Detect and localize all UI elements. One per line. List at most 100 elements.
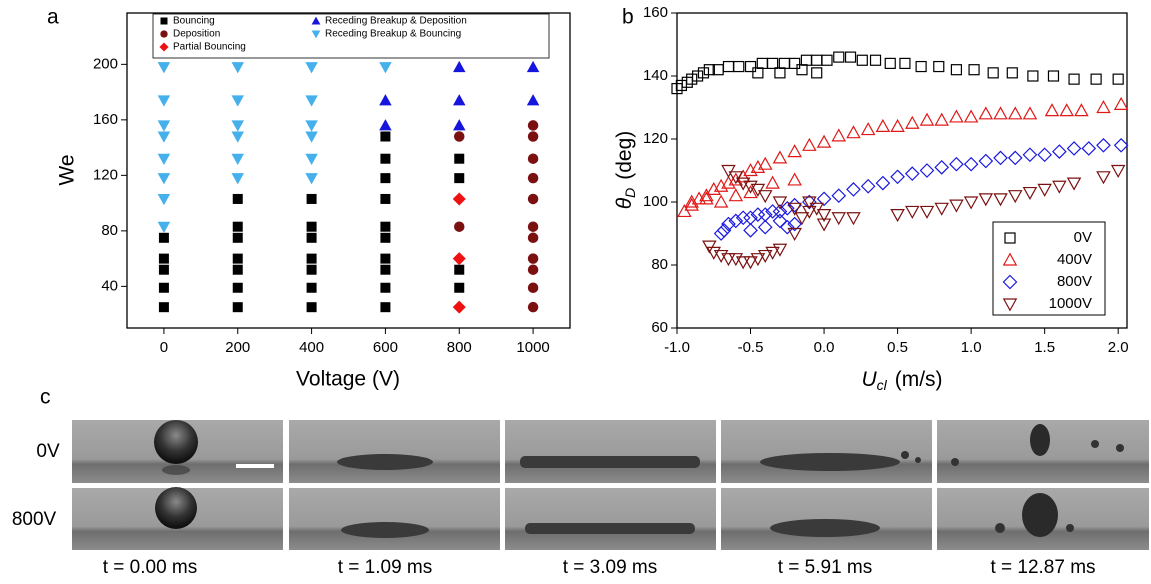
- legend-marker: [311, 16, 321, 25]
- marker: [232, 264, 243, 275]
- marker: [860, 122, 876, 136]
- y-tick-label: 120: [93, 166, 118, 183]
- satellite: [951, 458, 959, 466]
- droplet: [155, 487, 197, 529]
- x-tick-label: 0.5: [887, 339, 908, 356]
- marker: [765, 204, 780, 219]
- marker: [306, 264, 317, 275]
- marker: [1090, 73, 1102, 85]
- marker: [978, 153, 994, 169]
- marker: [728, 188, 744, 202]
- marker: [527, 131, 539, 142]
- marker: [934, 160, 950, 175]
- marker: [772, 150, 788, 164]
- marker: [919, 205, 935, 219]
- marker: [232, 302, 243, 313]
- marker: [232, 221, 243, 232]
- marker: [787, 227, 802, 241]
- axis-symbol: θ: [613, 197, 636, 209]
- marker: [802, 205, 817, 219]
- marker: [919, 112, 935, 126]
- marker: [527, 301, 539, 313]
- marker: [1096, 100, 1111, 114]
- marker: [158, 282, 169, 293]
- marker: [454, 221, 465, 232]
- legend-marker: [1004, 232, 1016, 244]
- y-tick-label: 140: [643, 67, 668, 84]
- marker: [816, 209, 832, 223]
- marker: [816, 134, 832, 148]
- marker: [934, 202, 949, 216]
- legend-marker: [160, 30, 168, 38]
- marker: [722, 60, 735, 73]
- legend-label: 800V: [1057, 273, 1092, 290]
- marker: [905, 205, 920, 219]
- legend-label: Receding Breakup & Bouncing: [325, 29, 461, 40]
- marker: [527, 172, 539, 184]
- marker: [232, 193, 243, 204]
- marker: [860, 178, 876, 194]
- marker: [1022, 106, 1038, 120]
- x-tick-label: 1.5: [1034, 339, 1055, 356]
- legend-marker: [159, 42, 169, 52]
- marker: [766, 57, 779, 70]
- marker: [1066, 177, 1082, 191]
- marker: [772, 204, 788, 219]
- marker: [305, 153, 318, 165]
- legend-label: 1000V: [1049, 295, 1092, 312]
- marker: [527, 232, 539, 244]
- marker: [750, 253, 766, 267]
- marker: [158, 302, 169, 313]
- marker: [915, 60, 927, 73]
- marker: [454, 131, 465, 142]
- marker: [306, 193, 317, 204]
- marker: [702, 240, 717, 254]
- marker: [306, 282, 317, 293]
- marker: [856, 54, 868, 66]
- marker: [379, 62, 392, 74]
- marker: [735, 256, 751, 270]
- marker: [231, 153, 244, 165]
- marker: [1007, 150, 1023, 166]
- marker: [802, 196, 817, 210]
- marker: [949, 199, 964, 213]
- marker: [757, 219, 773, 235]
- satellite: [1116, 444, 1124, 452]
- marker: [716, 223, 732, 238]
- droplet: [760, 453, 900, 471]
- marker: [993, 150, 1008, 166]
- marker: [743, 223, 758, 238]
- droplet: [1030, 424, 1050, 456]
- marker: [1074, 103, 1089, 117]
- marker: [157, 173, 171, 185]
- marker: [379, 119, 392, 131]
- x-tick-label: 1.0: [961, 339, 982, 356]
- marker: [699, 191, 714, 205]
- marker: [789, 57, 801, 70]
- marker: [380, 173, 391, 184]
- marker: [831, 188, 847, 204]
- axis-subscript: cl: [877, 377, 888, 393]
- marker: [1059, 103, 1074, 117]
- marker: [691, 70, 704, 82]
- marker: [721, 216, 736, 232]
- marker: [157, 95, 171, 107]
- marker: [231, 173, 244, 185]
- droplet: [525, 523, 695, 534]
- row-label: 800V: [12, 509, 57, 530]
- marker: [454, 173, 465, 184]
- marker: [526, 60, 540, 73]
- marker: [1006, 67, 1018, 79]
- droplet: [770, 519, 880, 537]
- x-tick-label: 800: [447, 339, 472, 356]
- marker: [875, 118, 891, 132]
- photo: [505, 488, 716, 550]
- marker: [231, 131, 244, 143]
- marker: [453, 94, 466, 106]
- marker: [949, 156, 964, 172]
- y-axis-title: θD (deg): [613, 131, 638, 210]
- marker: [1066, 141, 1082, 156]
- time-label: t = 5.91 ms: [778, 557, 873, 578]
- legend-box: [152, 13, 550, 59]
- marker: [809, 202, 824, 216]
